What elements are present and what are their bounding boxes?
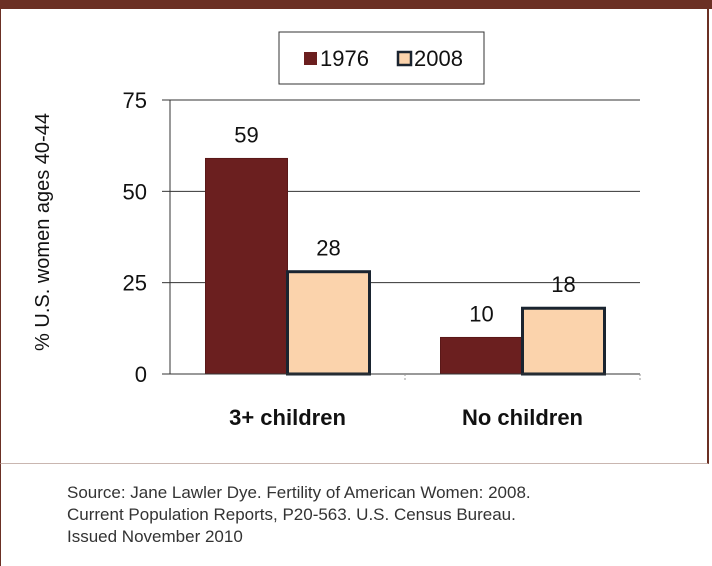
data-labels: 59 28 10 18 — [234, 122, 575, 326]
y-axis-label: % U.S. women ages 40-44 — [32, 113, 54, 351]
data-label: 10 — [469, 301, 493, 326]
legend-swatch-1976 — [304, 52, 317, 65]
bar-1976 — [440, 336, 523, 375]
header-bar — [0, 0, 712, 9]
legend-swatch-2008 — [396, 50, 413, 67]
x-category-label: 3+ children — [229, 405, 346, 430]
source-line-2: Current Population Reports, P20-563. U.S… — [67, 505, 516, 524]
source-line-1: Source: Jane Lawler Dye. Fertility of Am… — [67, 483, 531, 502]
y-tick-label: 0 — [135, 362, 147, 387]
bar-2008 — [521, 306, 606, 376]
bars — [205, 157, 606, 376]
y-tick-label: 50 — [123, 179, 147, 204]
chart-frame — [0, 9, 709, 464]
legend-label-1976: 1976 — [320, 46, 369, 71]
axes: 0 25 50 75 3+ children No children — [123, 88, 641, 430]
legend: 1976 2008 — [278, 31, 485, 85]
legend-label-2008: 2008 — [414, 46, 463, 71]
y-tick-label: 25 — [123, 271, 147, 296]
data-label: 18 — [551, 272, 575, 297]
bar-1976 — [205, 157, 288, 375]
source-block: Source: Jane Lawler Dye. Fertility of Am… — [0, 464, 712, 566]
source-line-3: Issued November 2010 — [67, 527, 243, 546]
x-category-label: No children — [462, 405, 583, 430]
data-label: 28 — [316, 236, 340, 261]
y-tick-label: 75 — [123, 88, 147, 113]
source-note: Source: Jane Lawler Dye. Fertility of Am… — [67, 482, 687, 548]
bar-2008 — [286, 270, 371, 376]
data-label: 59 — [234, 122, 258, 147]
